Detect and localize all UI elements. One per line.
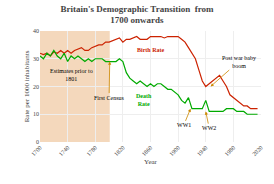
svg-text:2020: 2020 [251,145,264,158]
svg-text:1700: 1700 [30,145,43,158]
svg-text:DeathRate: DeathRate [136,93,152,107]
svg-text:Year: Year [144,158,158,166]
svg-text:10: 10 [33,111,39,117]
svg-text:Britain's Demographic Transiti: Britain's Demographic Transition from170… [61,4,215,26]
svg-text:1940: 1940 [196,145,209,158]
svg-text:1980: 1980 [223,145,236,158]
svg-text:1900: 1900 [168,145,181,158]
svg-text:Birth Rate: Birth Rate [137,47,164,53]
svg-text:WW2: WW2 [202,125,216,131]
svg-text:First Census: First Census [94,95,125,101]
svg-text:WW1: WW1 [177,122,191,128]
svg-text:Post war babyboom: Post war babyboom [222,55,256,69]
svg-text:Rate per 1000 inhabitants: Rate per 1000 inhabitants [23,50,31,122]
svg-text:1740: 1740 [58,145,71,158]
svg-text:1820: 1820 [113,145,126,158]
svg-text:40: 40 [33,28,39,34]
svg-text:1860: 1860 [141,145,154,158]
svg-text:0: 0 [36,139,39,145]
svg-text:Estimates prior to1801: Estimates prior to1801 [50,68,93,82]
svg-text:20: 20 [33,84,39,90]
svg-text:30: 30 [33,56,39,62]
svg-text:1780: 1780 [85,145,98,158]
